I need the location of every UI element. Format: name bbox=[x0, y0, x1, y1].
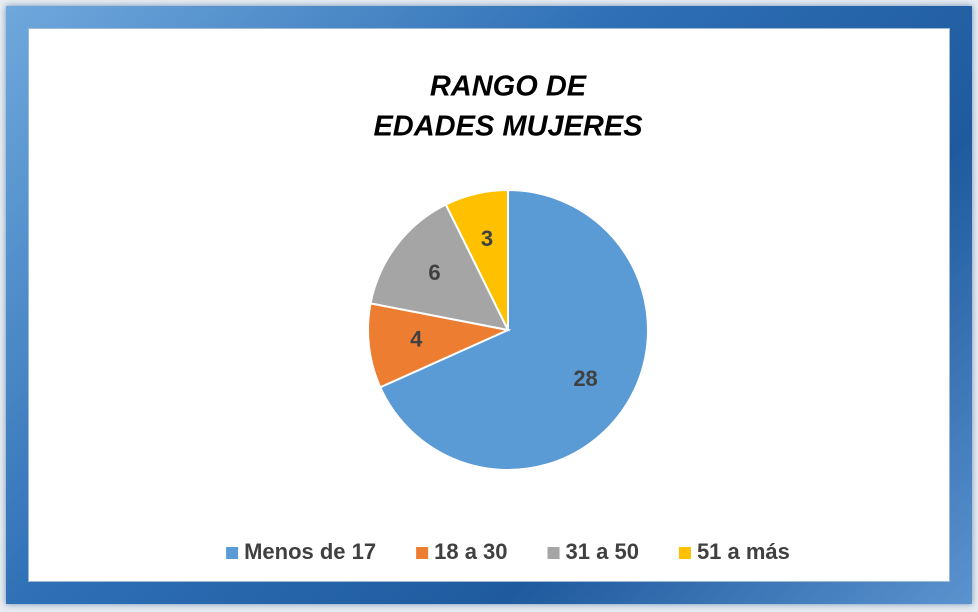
legend-marker bbox=[416, 547, 429, 559]
chart-title: EDADES MUJERES bbox=[373, 111, 643, 143]
legend-label: 18 a 30 bbox=[434, 539, 507, 564]
legend-marker bbox=[226, 547, 239, 559]
data-label: 3 bbox=[481, 226, 493, 251]
data-label: 4 bbox=[410, 326, 423, 351]
legend-marker bbox=[678, 547, 691, 559]
legend-marker bbox=[547, 547, 560, 559]
pie-slice bbox=[369, 203, 510, 332]
pie-slice bbox=[444, 188, 509, 331]
pie-slice bbox=[367, 302, 512, 389]
data-label: 28 bbox=[573, 366, 597, 391]
legend-label: Menos de 17 bbox=[244, 539, 376, 564]
chart-title: RANGO DE bbox=[430, 71, 588, 103]
data-label: 6 bbox=[428, 260, 440, 285]
legend-label: 51 a más bbox=[697, 539, 790, 564]
legend-label: 31 a 50 bbox=[566, 539, 639, 564]
pie-slice bbox=[378, 188, 649, 471]
